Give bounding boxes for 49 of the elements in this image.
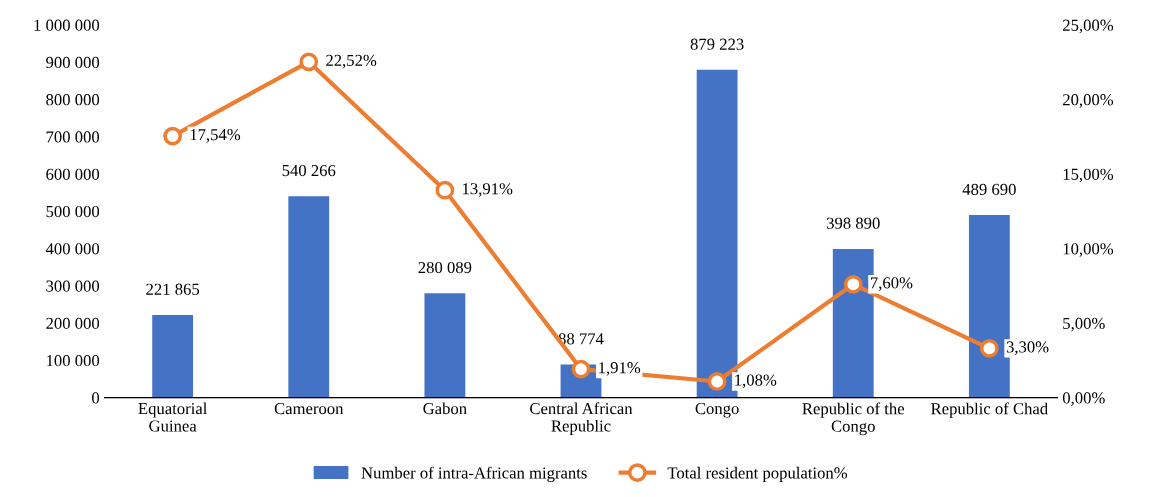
data-label: 1,08% [735, 374, 777, 389]
y2-tick-label: 15,00% [1063, 168, 1114, 183]
point [707, 372, 727, 391]
x-tick-label: Republic of the Congo [802, 402, 905, 436]
data-label: 489 690 [962, 183, 1016, 196]
y-tick-label: 300 000 [46, 280, 100, 292]
y-tick-label: 900 000 [46, 56, 100, 69]
y2-tick-label: 10,00% [1063, 243, 1114, 257]
x-tick-label: Central African Republic [530, 402, 633, 435]
y-tick-label: 700 000 [46, 131, 100, 143]
x-tick-label: Republic of Chad [931, 402, 1048, 418]
data-label: 221 865 [146, 283, 200, 295]
point [571, 359, 591, 379]
y-tick-label: 800 000 [46, 94, 100, 106]
x-tick-label: Equatorial Guinea [138, 402, 208, 432]
point [299, 52, 319, 72]
bar [424, 293, 466, 398]
y-tick-label: 1 000 000 [34, 19, 100, 31]
data-label: 1,91% [599, 362, 641, 376]
y2-tick-label: 0,00% [1062, 392, 1105, 406]
point [843, 274, 863, 294]
point [435, 180, 455, 200]
y-tick-label: 200 000 [46, 317, 100, 329]
y2-tick-label: 5,00% [1063, 317, 1105, 332]
data-label: 3,30% [1006, 341, 1049, 355]
y-tick-label: 500 000 [46, 205, 100, 218]
y2-tick-label: 20,00% [1063, 94, 1114, 108]
legend-label: Total resident population% [667, 466, 848, 482]
bar [152, 314, 194, 398]
x-tick-label: Gabon [423, 402, 467, 415]
bar [288, 196, 330, 398]
data-label: 540 266 [282, 164, 336, 177]
data-label: 7,60% [871, 277, 913, 291]
data-label: 879 223 [690, 38, 744, 50]
data-label: 280 089 [418, 261, 472, 274]
legend-label: Number of intra-African migrants [361, 466, 587, 482]
y-tick-label: 600 000 [46, 168, 100, 180]
data-label: 13,91% [463, 183, 513, 197]
data-label: 398 890 [826, 217, 880, 229]
point [163, 126, 183, 146]
y-tick-label: 100 000 [47, 355, 100, 367]
y-tick-label: 0 [92, 392, 100, 404]
x-tick-label: Congo [695, 402, 739, 418]
data-label: 17,54% [190, 129, 241, 143]
y-tick-label: 400 000 [45, 243, 100, 255]
x-tick-label: Cameroon [274, 402, 344, 415]
point [979, 339, 999, 358]
y2-tick-label: 25,00% [1063, 19, 1114, 34]
data-label: 22,52% [326, 54, 377, 69]
